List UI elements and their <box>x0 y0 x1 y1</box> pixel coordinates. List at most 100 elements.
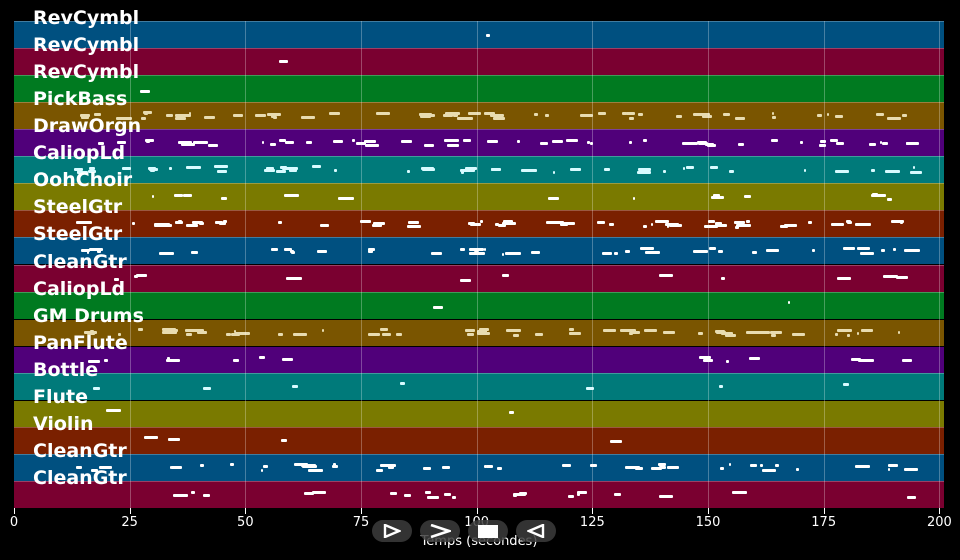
note <box>754 331 770 335</box>
note <box>502 222 516 226</box>
note <box>658 494 674 498</box>
note <box>871 169 876 173</box>
note <box>80 249 91 253</box>
note <box>871 192 879 196</box>
x-tick <box>823 508 825 514</box>
note <box>818 144 827 148</box>
track-label: Flute <box>33 385 88 408</box>
note <box>484 464 488 468</box>
note <box>820 140 826 144</box>
stop-button[interactable] <box>468 520 508 542</box>
track-band <box>14 129 944 157</box>
note <box>77 171 88 175</box>
note <box>468 112 482 116</box>
note <box>580 113 594 117</box>
note <box>631 330 641 334</box>
note <box>301 464 317 468</box>
note <box>567 494 575 498</box>
note <box>658 465 666 469</box>
note <box>629 332 633 336</box>
note <box>496 466 503 470</box>
note <box>480 328 490 332</box>
note <box>146 139 151 143</box>
note <box>561 463 571 467</box>
note <box>765 248 779 252</box>
note <box>479 219 484 223</box>
note <box>716 330 726 334</box>
note <box>355 141 366 145</box>
note <box>389 491 397 495</box>
x-tick-label: 75 <box>352 515 370 530</box>
note <box>770 333 777 337</box>
rewind-button[interactable] <box>516 520 556 542</box>
note <box>855 223 871 227</box>
note <box>513 493 518 497</box>
note <box>783 224 798 228</box>
note <box>498 224 507 228</box>
note <box>138 328 143 332</box>
note <box>116 116 132 120</box>
note <box>769 331 782 335</box>
note <box>117 333 122 337</box>
note <box>178 140 192 144</box>
note <box>159 252 175 256</box>
note <box>701 115 712 119</box>
note <box>86 251 90 255</box>
note <box>892 247 897 251</box>
note <box>896 275 909 279</box>
note <box>610 439 622 443</box>
note <box>501 252 505 256</box>
note <box>304 492 314 496</box>
note <box>79 113 91 117</box>
note <box>723 113 731 117</box>
note <box>491 168 502 172</box>
note <box>199 464 205 468</box>
note <box>363 139 377 143</box>
note <box>906 142 911 146</box>
note <box>847 220 852 224</box>
note <box>459 117 474 121</box>
note <box>735 116 745 120</box>
play-button[interactable] <box>372 520 412 542</box>
note <box>669 224 682 228</box>
note <box>698 141 708 145</box>
note <box>762 468 776 472</box>
note <box>682 167 686 171</box>
note <box>272 115 277 119</box>
note <box>442 465 450 469</box>
note <box>565 139 578 143</box>
track-label: SteelGtr <box>33 223 123 246</box>
note <box>291 385 299 389</box>
note <box>904 249 921 253</box>
note <box>143 436 159 440</box>
note <box>603 167 610 171</box>
note <box>880 249 886 253</box>
note <box>451 496 456 500</box>
note <box>329 111 340 115</box>
x-tick-label: 150 <box>695 515 721 530</box>
note <box>530 250 541 254</box>
note <box>569 332 582 336</box>
x-tick <box>939 508 941 514</box>
note <box>373 221 385 225</box>
note <box>333 139 343 143</box>
note <box>707 143 716 147</box>
grid-line <box>129 21 131 508</box>
note <box>483 248 487 252</box>
note <box>431 251 442 255</box>
note <box>860 329 874 333</box>
note <box>625 466 640 470</box>
note <box>278 138 286 142</box>
note <box>629 141 633 145</box>
note <box>203 115 216 119</box>
forward-button[interactable] <box>420 520 460 542</box>
note <box>705 225 718 228</box>
track-label: Violin <box>33 412 94 435</box>
note <box>165 114 174 118</box>
note <box>283 247 293 251</box>
note <box>408 221 419 225</box>
note <box>368 247 375 251</box>
note <box>271 248 279 252</box>
note <box>460 170 465 174</box>
note <box>180 142 195 146</box>
